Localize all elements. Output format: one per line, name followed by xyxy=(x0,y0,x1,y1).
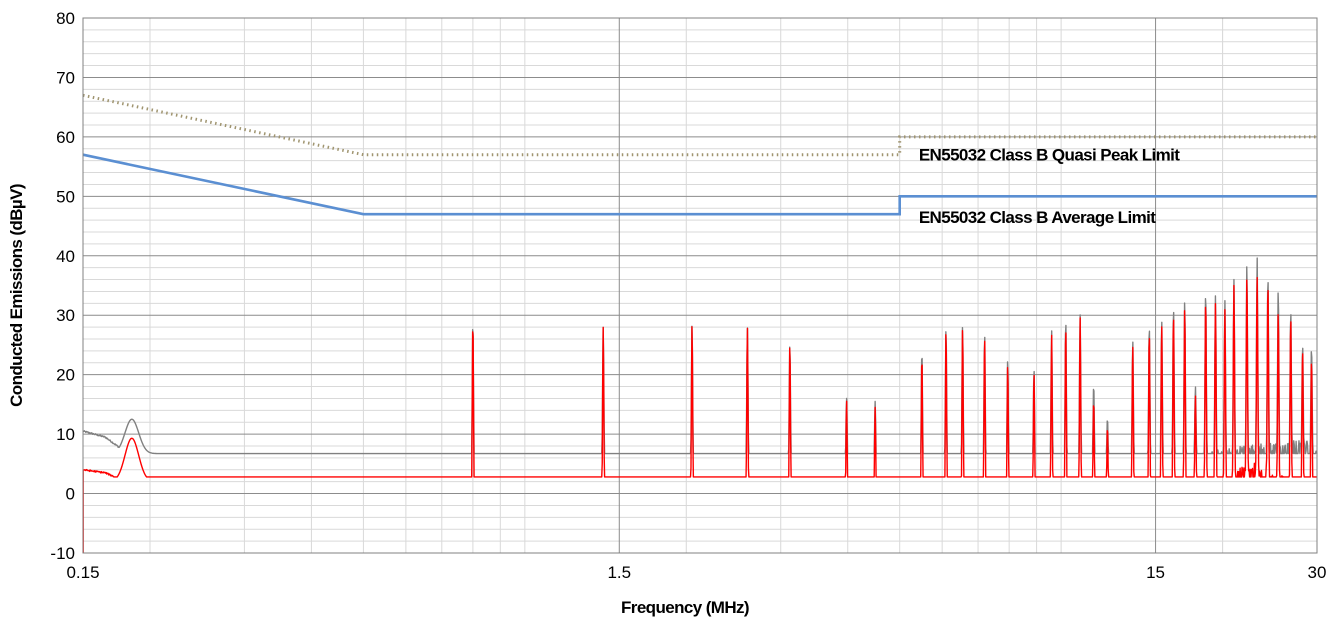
x-tick-labels: 0.15 1.5 15 30 xyxy=(66,563,1326,582)
annotations: EN55032 Class B Quasi Peak Limit EN55032 … xyxy=(919,146,1181,227)
y-tick-label: -10 xyxy=(50,544,75,563)
y-tick-label: 0 xyxy=(66,485,75,504)
y-tick-labels: -10 0 10 20 30 40 50 60 70 80 xyxy=(50,9,75,563)
x-axis-title: Frequency (MHz) xyxy=(621,598,749,617)
y-tick-label: 20 xyxy=(56,366,75,385)
y-tick-label: 10 xyxy=(56,425,75,444)
minor-gridlines xyxy=(83,18,1317,553)
x-tick-label: 15 xyxy=(1146,563,1165,582)
y-axis-title: Conducted Emissions (dBµV) xyxy=(7,184,26,407)
x-tick-label: 0.15 xyxy=(66,563,99,582)
y-tick-label: 70 xyxy=(56,68,75,87)
y-tick-label: 50 xyxy=(56,187,75,206)
series-line-0 xyxy=(82,93,1317,157)
x-tick-label: 1.5 xyxy=(607,563,631,582)
series-line-2 xyxy=(82,257,1318,455)
y-tick-label: 80 xyxy=(56,9,75,28)
series-line-1 xyxy=(82,153,1317,216)
annotation-label: EN55032 Class B Average Limit xyxy=(919,208,1156,227)
y-tick-label: 40 xyxy=(56,247,75,266)
y-tick-label: 30 xyxy=(56,306,75,325)
annotation-label: EN55032 Class B Quasi Peak Limit xyxy=(919,146,1180,165)
series-layer xyxy=(82,93,1318,553)
series-line-3 xyxy=(82,277,1318,478)
x-tick-label: 30 xyxy=(1308,563,1327,582)
y-tick-label: 60 xyxy=(56,128,75,147)
plot-frame xyxy=(82,17,1318,554)
